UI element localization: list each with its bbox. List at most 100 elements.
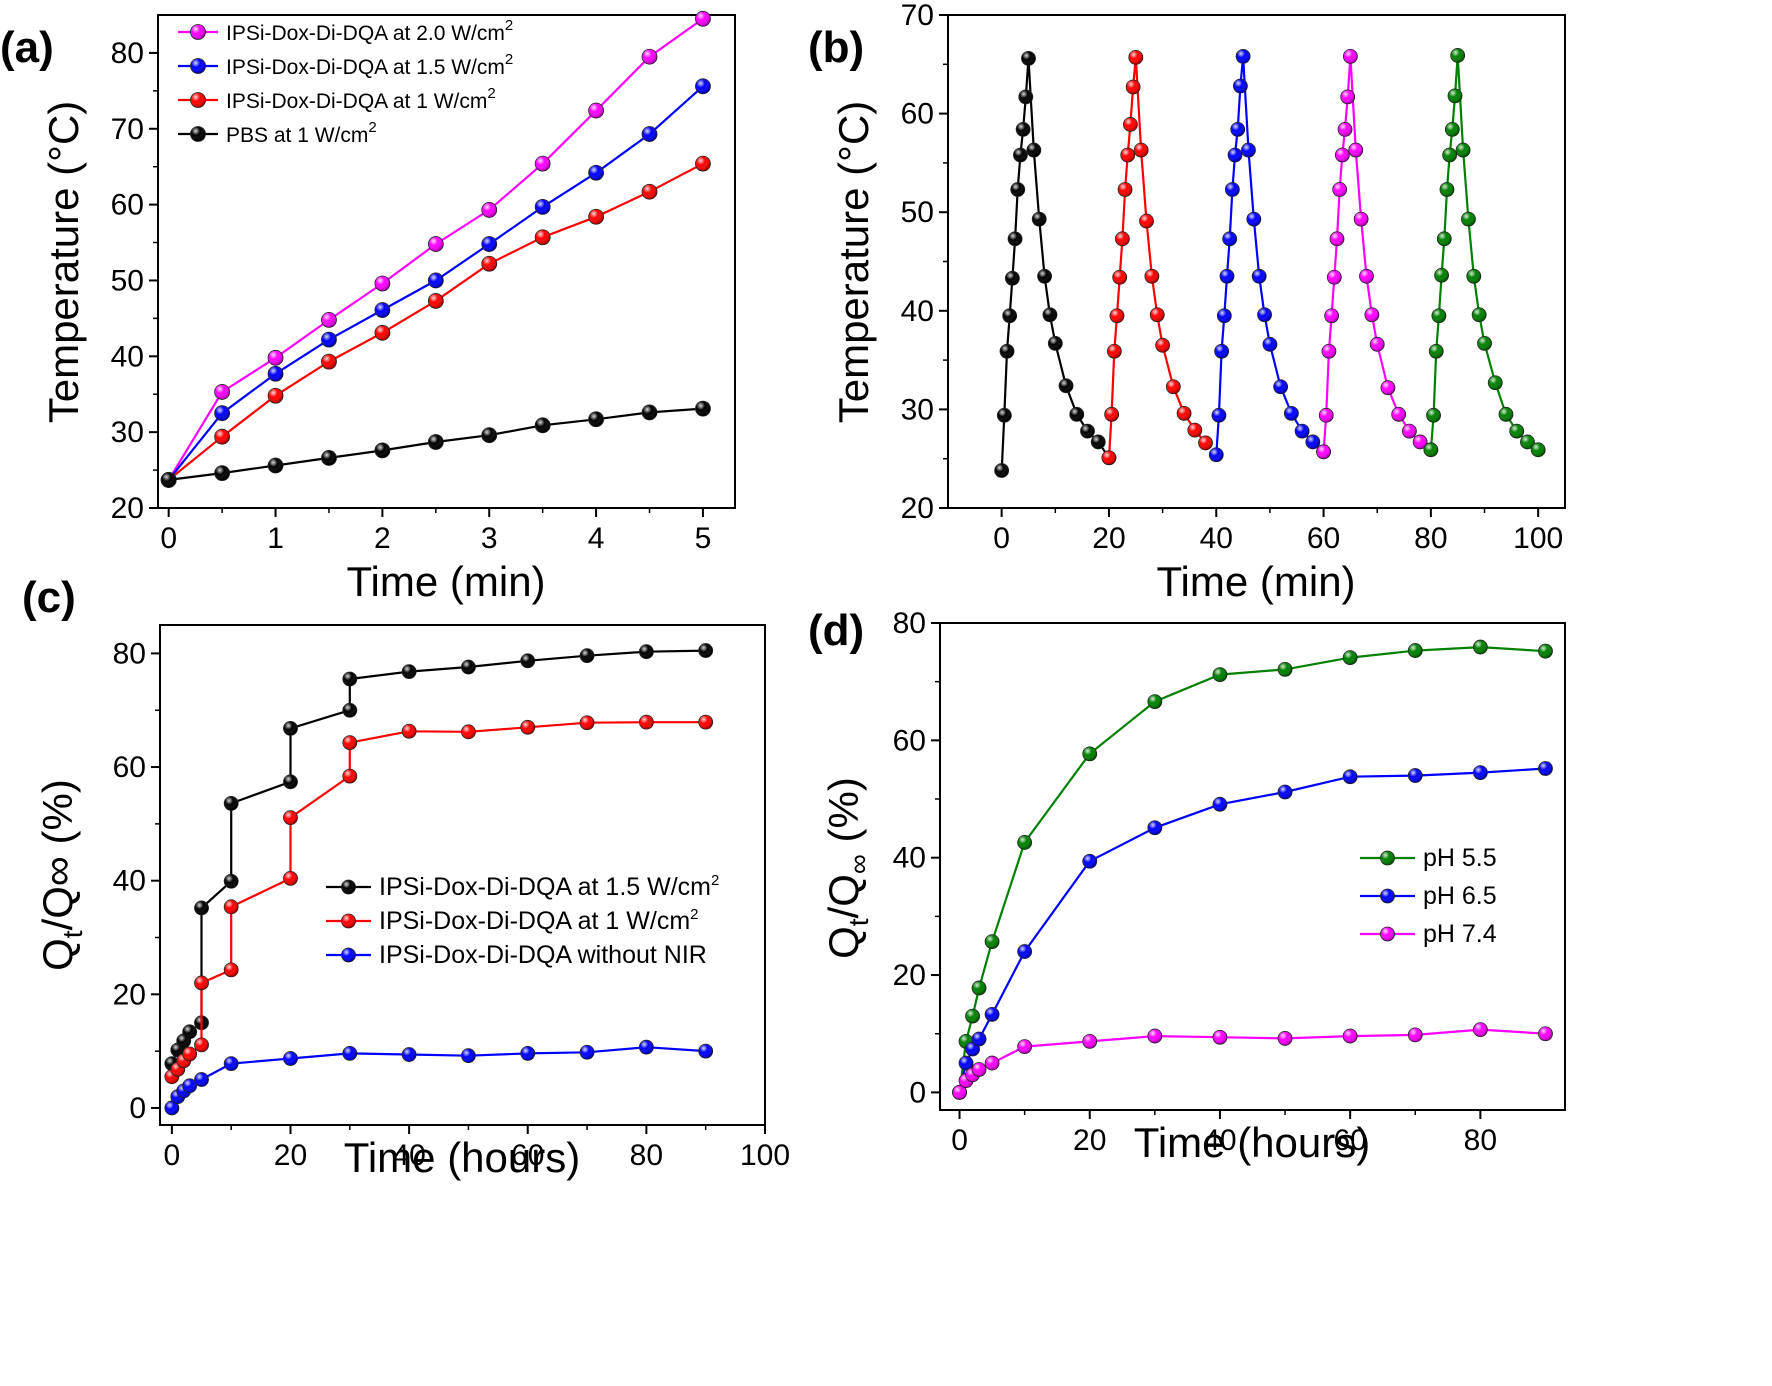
series-line (1429, 55, 1539, 451)
data-point-highlight (481, 202, 497, 218)
y-tick-label: 50 (111, 264, 144, 297)
data-point-highlight (1354, 212, 1369, 227)
data-point-highlight (1008, 231, 1023, 246)
text-part: 2 (711, 872, 719, 889)
data-point-highlight (1032, 212, 1047, 227)
data-point-highlight (1115, 231, 1130, 246)
data-point-highlight (695, 11, 711, 27)
data-point-highlight (952, 1085, 967, 1100)
data-point-highlight (1473, 640, 1488, 655)
legend-marker-highlight (1380, 927, 1395, 941)
data-point-highlight (1321, 344, 1336, 359)
data-point-highlight (1252, 269, 1267, 284)
series-line (168, 162, 704, 481)
series-line (1322, 56, 1421, 452)
text-part: pH 6.5 (1423, 882, 1497, 910)
legend-marker-highlight (190, 126, 206, 142)
data-point-highlight (1128, 50, 1143, 65)
x-tick-label: 20 (1073, 1124, 1106, 1157)
data-point-highlight (520, 653, 535, 668)
data-point-highlight (639, 715, 654, 730)
data-point-highlight (1284, 406, 1299, 421)
data-point-highlight (1473, 765, 1488, 780)
y-tick-label: 20 (901, 492, 934, 525)
legend-label: PBS at 1 W/cm2 (226, 119, 377, 147)
x-tick-label: 2 (374, 522, 391, 555)
data-point-highlight (642, 49, 658, 65)
x-tick-label: 40 (392, 1139, 425, 1172)
data-point-highlight (1431, 308, 1446, 323)
data-point-highlight (1217, 308, 1232, 323)
legend-label: pH 7.4 (1423, 920, 1497, 948)
data-point-highlight (1439, 182, 1454, 197)
data-point-highlight (1408, 643, 1423, 658)
data-point-highlight (1010, 182, 1025, 197)
data-point-highlight (1037, 269, 1052, 284)
data-point-highlight (1212, 797, 1227, 812)
data-point-highlight (1048, 336, 1063, 351)
data-point-highlight (1059, 378, 1074, 393)
data-point-highlight (1413, 434, 1428, 449)
data-point-highlight (1437, 231, 1452, 246)
data-point-highlight (985, 934, 1000, 949)
plot-frame (159, 624, 766, 1126)
data-point-highlight (1017, 1039, 1032, 1054)
data-point-highlight (1112, 270, 1127, 285)
chart-panel-b: 0 20 40 60 80 100 20 30 40 50 60 70 Time (min) Temper… (830, 0, 1566, 605)
x-tick-label: 5 (695, 522, 712, 555)
data-point-highlight (972, 1032, 987, 1047)
data-point-highlight (1187, 423, 1202, 438)
series-line (170, 1046, 706, 1109)
y-tick-label: 20 (893, 959, 926, 992)
data-point-highlight (698, 643, 713, 658)
y-tick-label: 70 (111, 113, 144, 146)
data-point-highlight (1278, 662, 1293, 677)
data-point-highlight (1000, 344, 1015, 359)
data-point-highlight (1538, 761, 1553, 776)
x-tick-label: 3 (481, 522, 498, 555)
data-point-highlight (1332, 182, 1347, 197)
data-point-highlight (695, 401, 711, 417)
text-part: Q (34, 938, 81, 971)
data-point-highlight (1005, 271, 1020, 286)
text-part: PBS at 1 W/cm (226, 124, 368, 147)
data-point-highlight (461, 660, 476, 675)
data-point-highlight (642, 404, 658, 420)
data-point-highlight (214, 465, 230, 481)
y-axis-title: Temperature (°C) (830, 101, 877, 424)
data-point-highlight (214, 429, 230, 445)
data-point-highlight (481, 427, 497, 443)
data-point-highlight (283, 810, 298, 825)
data-point-highlight (1434, 268, 1449, 283)
y-tick-label: 70 (901, 0, 934, 32)
data-point-highlight (698, 715, 713, 730)
data-point-highlight (374, 325, 390, 341)
legend-marker-highlight (190, 92, 206, 108)
data-point-highlight (1233, 78, 1248, 93)
y-tick-label: 60 (901, 98, 934, 131)
data-point-highlight (588, 165, 604, 181)
text-part: IPSi-Dox-Di-DQA at 1.5 W/cm (226, 56, 505, 79)
data-point-highlight (1150, 307, 1165, 322)
data-point-highlight (1278, 1031, 1293, 1046)
data-point-highlight (1222, 231, 1237, 246)
y-tick-label: 80 (113, 637, 146, 670)
data-point-highlight (1017, 944, 1032, 959)
data-point-highlight (182, 1024, 197, 1039)
data-point-highlight (1013, 148, 1028, 163)
data-point-highlight (1082, 854, 1097, 869)
data-point-highlight (342, 735, 357, 750)
data-point-highlight (268, 458, 284, 474)
text-part: 2 (690, 906, 698, 923)
data-point-highlight (1538, 1026, 1553, 1041)
data-point-highlight (1209, 447, 1224, 462)
legend-marker-highlight (190, 24, 206, 40)
text-part: (%) (820, 777, 867, 854)
data-point-highlight (1343, 1029, 1358, 1044)
text-part: 2 (487, 85, 495, 102)
data-point-highlight (224, 899, 239, 914)
data-point-highlight (194, 975, 209, 990)
data-point-highlight (1110, 308, 1125, 323)
data-point-highlight (321, 332, 337, 348)
series-line (1000, 58, 1110, 471)
